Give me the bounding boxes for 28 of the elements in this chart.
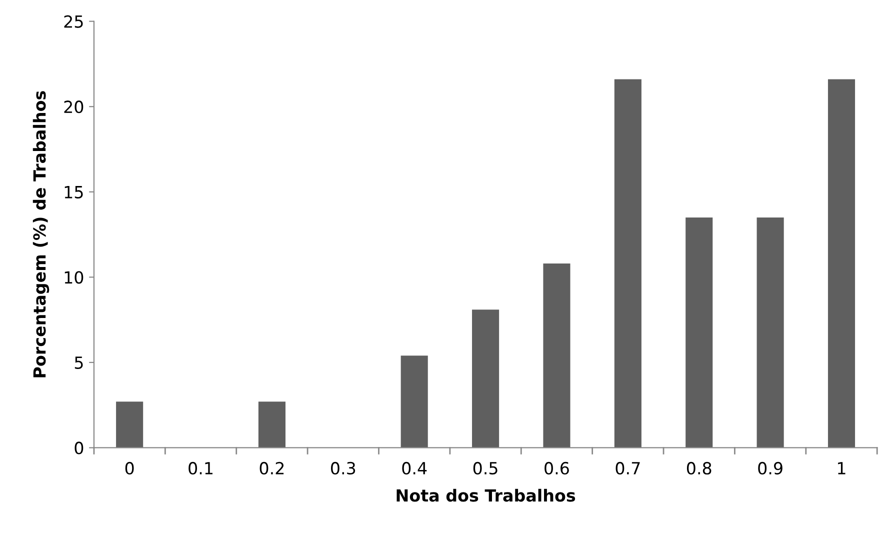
y-tick-label: 25 — [64, 15, 83, 28]
x-tick-label: 0.4 — [402, 462, 427, 475]
bar — [686, 217, 713, 448]
bar — [543, 264, 570, 448]
bar — [756, 217, 784, 448]
y-tick-label: 0 — [74, 442, 84, 454]
y-tick-label: 20 — [64, 100, 84, 114]
x-tick-label: 0 — [125, 462, 134, 475]
y-tick-label: 15 — [64, 186, 83, 198]
x-tick-label: 0.3 — [330, 462, 356, 475]
y-tick-label: 5 — [74, 356, 83, 370]
x-tick-label: 1 — [838, 462, 846, 474]
bar — [116, 402, 144, 448]
x-tick-label: 0.1 — [188, 462, 212, 475]
x-tick-label: 0.7 — [616, 462, 640, 475]
bar — [258, 402, 286, 448]
x-tick-label: 0.2 — [260, 462, 284, 475]
x-tick-label: 0.9 — [758, 462, 782, 475]
y-tick-label: 10 — [64, 271, 84, 284]
bar — [828, 79, 856, 448]
x-tick-label: 0.8 — [686, 462, 712, 475]
x-tick-label: 0.5 — [473, 462, 498, 475]
bar — [614, 79, 642, 448]
y-axis-title: Porcentagem (%) de Trabalhos — [32, 91, 50, 378]
x-axis-title: Nota dos Trabalhos — [396, 488, 576, 502]
bar — [472, 310, 500, 448]
x-tick-label: 0.6 — [544, 462, 569, 475]
bar — [400, 356, 428, 448]
